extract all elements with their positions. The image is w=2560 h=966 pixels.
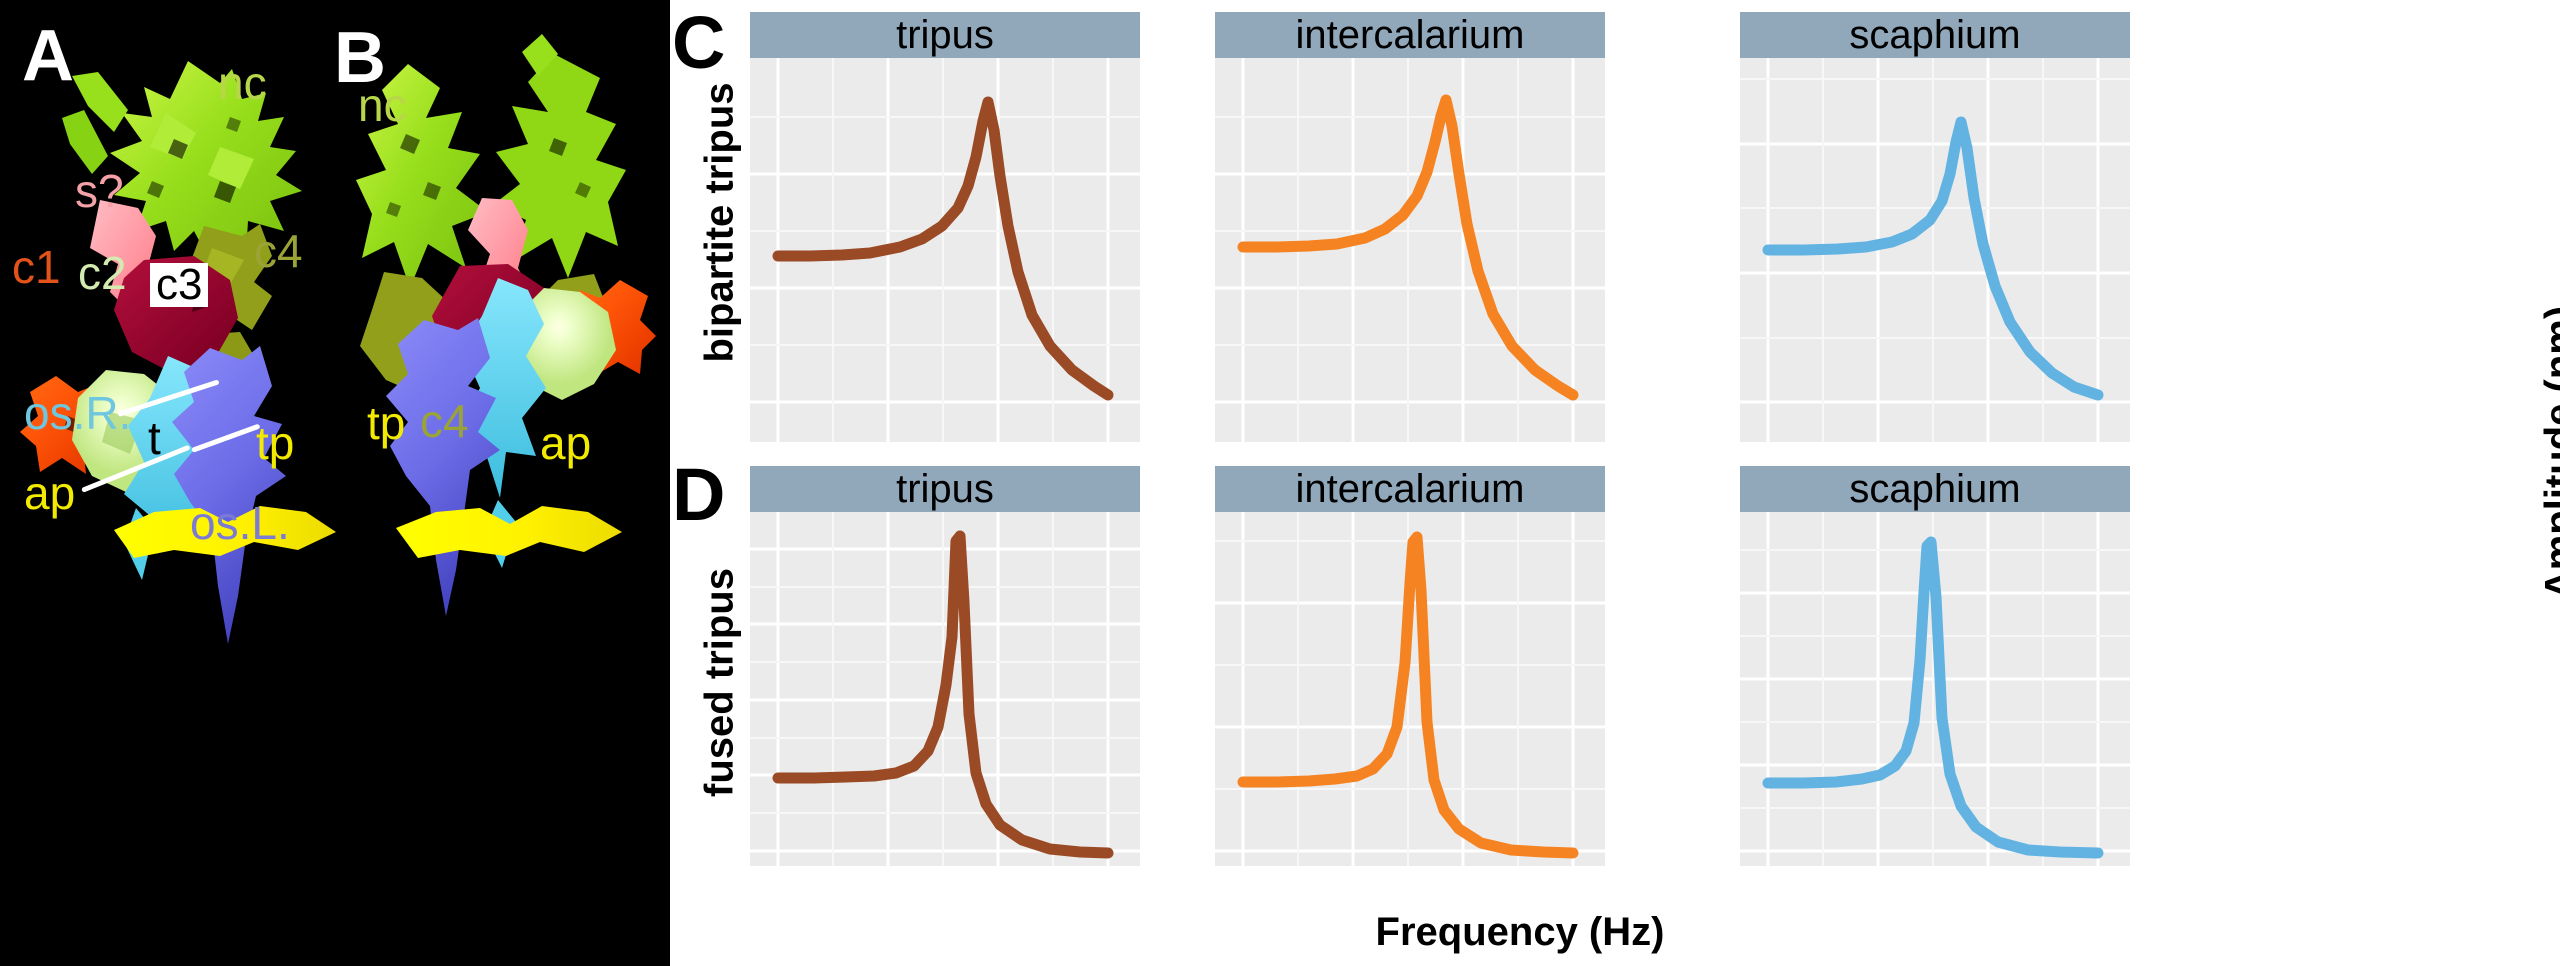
plot-svg-d-scaphium [1740,512,2130,866]
ap-structure-b [396,506,622,558]
plot-svg-d-tripus [750,512,1140,866]
plot-area-d-intercalarium: 0 5 10 10 1e2 1e3 1e4 [1215,512,1605,866]
nc-structure-b-right [494,54,626,278]
facet-d-scaphium: scaphium 0 2 [1740,466,2130,866]
nc-spur-a [62,72,128,174]
label-osr-a: os.R. [24,387,132,439]
row-label-fused-tripus: fused tripus [697,568,742,797]
facet-title-d-scaphium: scaphium [1849,467,2021,511]
label-c2-a: c2 [78,247,127,299]
plot-area-d-scaphium: 0 2 4 6 10 1e2 1e3 1e4 [1740,512,2130,866]
facet-plot-grid: C D bipartite tripus fused tripus Amplit… [670,0,2560,966]
facet-d-intercalarium: intercalarium 0 5 10 [1215,466,1605,866]
facet-strip-d-scaphium: scaphium [1740,466,2130,512]
label-osl-a: os.L. [190,497,290,549]
facet-title-c-scaphium: scaphium [1849,13,2021,57]
plot-area-d-tripus: 0 5 10 15 20 10 1e2 1e3 1e4 [750,512,1140,866]
facet-title-c-intercalarium: intercalarium [1295,13,1525,57]
label-c4-b: c4 [420,395,469,447]
facet-strip-c-scaphium: scaphium [1740,12,2130,58]
facet-title-c-tripus: tripus [896,13,994,57]
ap-structure-a [114,506,336,558]
plot-area-c-tripus: 0 0.5 1.0 [750,58,1140,442]
panel-c-letter: C [672,1,726,84]
label-c3-a: c3 [150,263,209,307]
label-ap-a: ap [24,467,76,519]
facet-strip-c-intercalarium: intercalarium [1215,12,1605,58]
facet-strip-d-intercalarium: intercalarium [1215,466,1605,512]
label-nc-b: nc [358,79,407,131]
label-ap-b: ap [540,417,592,469]
label-tp-a: tp [256,417,295,469]
osl-structure-b [386,318,500,616]
panel-a-letter: A [22,16,74,96]
nc-structure-a [110,61,302,261]
plot-area-c-scaphium: 0 1e-4 2e-4 [1740,58,2130,442]
nc-structure-b-left [356,64,488,288]
row-label-bipartite-tripus: bipartite tripus [697,82,742,363]
facet-c-tripus: tripus 0 0.5 1.0 [750,12,1140,442]
plot-svg-d-intercalarium [1215,512,1605,866]
label-c4-a: c4 [254,225,303,277]
label-s-a: s? [75,165,124,217]
label-nc-a: nc [218,57,267,109]
plot-svg-c-scaphium [1740,58,2130,442]
facet-title-d-intercalarium: intercalarium [1295,467,1525,511]
axis-title-frequency: Frequency (Hz) [1375,910,1665,954]
plot-svg-c-intercalarium [1215,58,1605,442]
facet-title-d-tripus: tripus [896,467,994,511]
facet-d-tripus: tripus 0 5 [750,466,1140,866]
microct-panels: A [0,0,670,966]
osl-structure-a [172,346,286,644]
label-c1-a: c1 [12,241,61,293]
panel-d-letter: D [672,453,726,536]
label-t-a: t [148,412,161,464]
label-tp-b: tp [367,397,406,449]
plot-area-c-intercalarium: 0 0.5 1.0 [1215,58,1605,442]
plot-svg-c-tripus [750,58,1140,442]
facet-c-intercalarium: intercalarium 0 0.5 1.0 [1215,12,1605,442]
facet-strip-c-tripus: tripus [750,12,1140,58]
axis-title-amplitude: Amplitude (nm) [2537,305,2560,600]
facet-strip-d-tripus: tripus [750,466,1140,512]
facet-c-scaphium: scaphium 0 1e-4 2e-4 [1740,12,2130,442]
nc-tip-b [522,34,558,76]
panel-b-letter: B [334,18,386,98]
